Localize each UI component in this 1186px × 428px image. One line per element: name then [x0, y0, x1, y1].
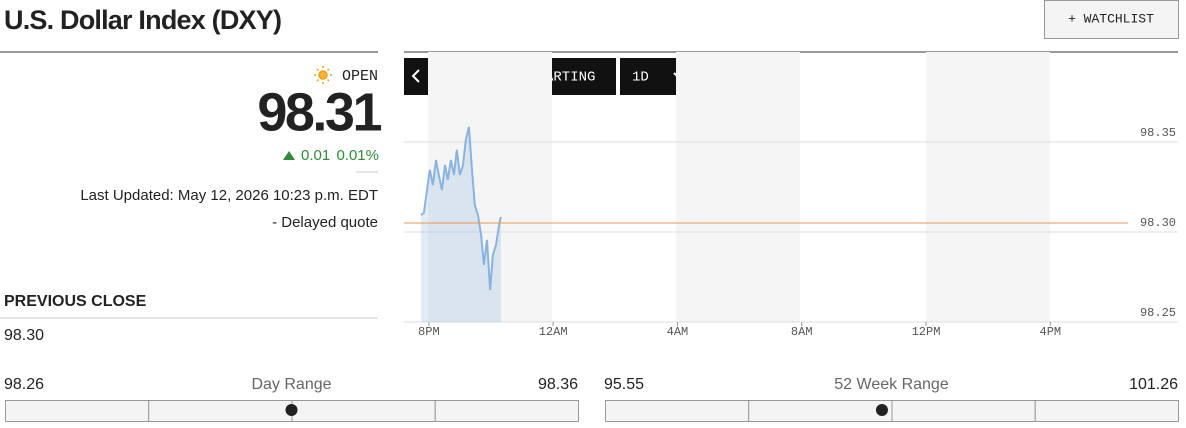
session-band [926, 52, 1050, 322]
price-line [420, 126, 502, 291]
range-segment [148, 400, 293, 422]
watchlist-button[interactable] [1044, 0, 1179, 39]
y-tick-label: 98.25 [1140, 306, 1176, 320]
x-tick-label: 12PM [912, 325, 941, 339]
x-tick-label: 4AM [667, 325, 689, 339]
period-label[interactable]: 1D [632, 70, 649, 86]
x-tick-label: 8PM [418, 325, 440, 339]
range-high: 101.26 [1129, 376, 1178, 393]
range-segment [605, 400, 750, 422]
session-band [676, 52, 800, 322]
range-label: Day Range [251, 376, 331, 393]
watchlist-label[interactable]: + WATCHLIST [1068, 11, 1154, 26]
range-segment [748, 400, 893, 422]
range-label: 52 Week Range [834, 376, 949, 393]
up-arrow [283, 151, 295, 160]
sun-icon [314, 66, 332, 84]
range-segment [1034, 400, 1179, 422]
range-segment [291, 400, 436, 422]
range-segment [434, 400, 579, 422]
range-low: 98.26 [4, 376, 44, 393]
change: 0.01 [301, 147, 330, 164]
page-title: U.S. Dollar Index (DXY) [4, 5, 281, 35]
change-percent: 0.01% [336, 147, 379, 164]
x-tick-label: 4PM [1040, 325, 1062, 339]
chevron-left [411, 69, 420, 83]
range-segment [891, 400, 1036, 422]
market-status: OPEN [342, 68, 378, 85]
price: 98.31 [257, 82, 381, 142]
previous-close-value: 98.30 [4, 327, 44, 344]
line-area [420, 127, 501, 322]
x-tick-label: 12AM [539, 325, 568, 339]
range-high: 98.36 [538, 376, 578, 393]
y-tick-label: 98.35 [1140, 126, 1176, 140]
range-marker [285, 404, 298, 416]
collapse-button[interactable] [404, 58, 429, 95]
y-tick-label: 98.30 [1140, 216, 1176, 230]
range-marker [875, 404, 888, 416]
range-segment [5, 400, 150, 422]
previous-close-label: PREVIOUS CLOSE [4, 293, 147, 310]
range-low: 95.55 [604, 376, 644, 393]
last-updated: Last Updated: May 12, 2026 10:23 p.m. ED… [80, 187, 378, 204]
delayed-note: - Delayed quote [272, 214, 378, 231]
x-tick-label: 8AM [791, 325, 813, 339]
